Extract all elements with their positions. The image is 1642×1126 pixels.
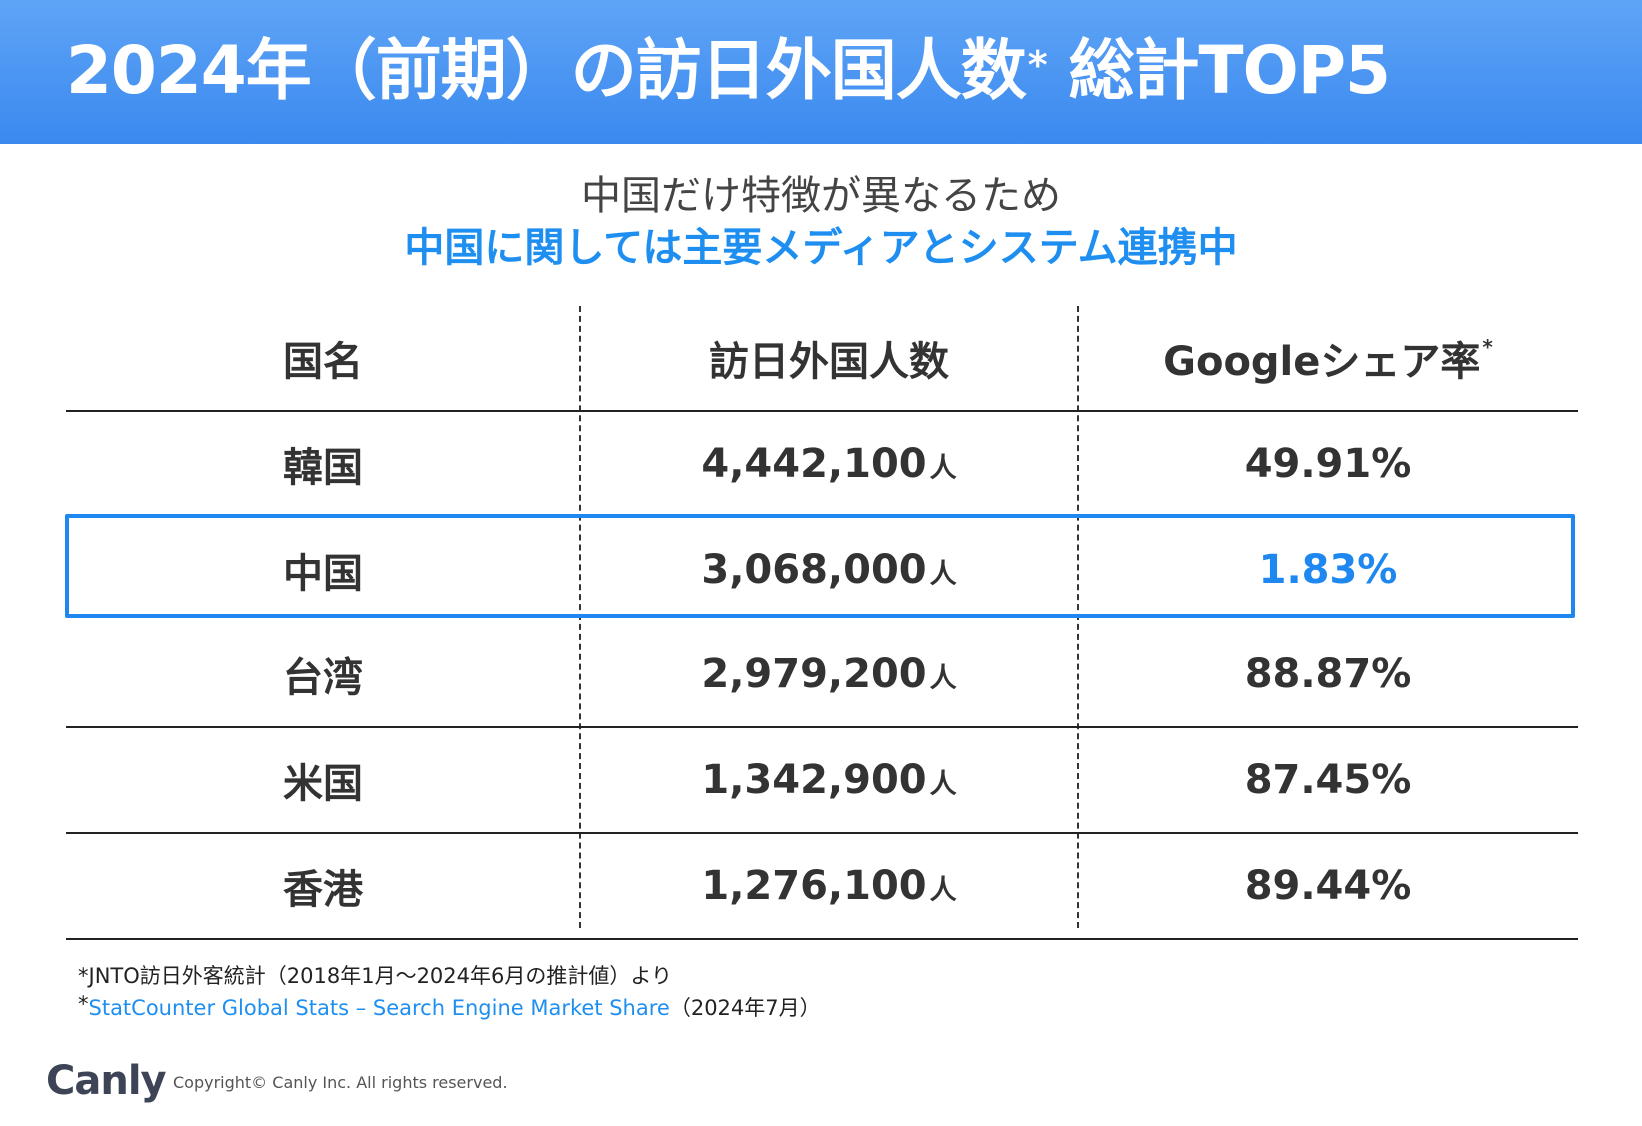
visitors-cell: 3,068,000 人 xyxy=(580,547,1078,593)
visitors-value: 2,979,200 xyxy=(701,651,927,697)
table-row-highlighted: 中国 3,068,000 人 1.83% xyxy=(66,518,1578,622)
visitors-value: 4,442,100 xyxy=(701,441,927,487)
china-row-highlight-frame xyxy=(65,514,1575,618)
subtitle-line1: 中国だけ特徴が異なるため xyxy=(581,173,1061,219)
share-cell: 87.45% xyxy=(1244,757,1412,803)
visitors-value: 3,068,000 xyxy=(701,547,927,593)
copyright-text: Copyright© Canly Inc. All rights reserve… xyxy=(173,1073,508,1092)
table-row: 米国 1,342,900 人 87.45% xyxy=(66,728,1578,834)
column-header-share: Googleシェア率 * xyxy=(1078,329,1578,387)
header-banner: 2024年（前期）の訪日外国人数* 総計TOP5 xyxy=(0,0,1642,144)
column-header-share-mark: * xyxy=(1482,335,1493,359)
visitors-cell: 1,276,100 人 xyxy=(580,863,1078,909)
share-cell-highlighted: 1.83% xyxy=(1258,547,1398,593)
page-title: 2024年（前期）の訪日外国人数* 総計TOP5 xyxy=(66,26,1391,116)
country-cell: 韓国 xyxy=(283,445,363,491)
visitors-unit: 人 xyxy=(929,559,957,590)
page-title-text: 2024年（前期）の訪日外国人数 xyxy=(66,32,1027,109)
visitors-unit: 人 xyxy=(929,875,957,906)
visitors-unit: 人 xyxy=(929,663,957,694)
column-header-visitors: 訪日外国人数 xyxy=(709,339,949,385)
subtitle-line2: 中国に関しては主要メディアとシステム連携中 xyxy=(404,225,1238,271)
visitors-value: 1,342,900 xyxy=(701,757,927,803)
visitors-cell: 2,979,200 人 xyxy=(580,651,1078,697)
page-title-tail: 総計TOP5 xyxy=(1068,32,1391,109)
statcounter-link[interactable]: StatCounter Global Stats – Search Engine… xyxy=(88,996,670,1020)
country-cell: 香港 xyxy=(283,867,363,913)
footnote-jnto: *JNTO訪日外客統計（2018年1月〜2024年6月の推計値）より xyxy=(78,964,672,988)
footnote-mark: * xyxy=(78,992,89,1016)
column-header-country: 国名 xyxy=(283,339,363,385)
visitors-value: 1,276,100 xyxy=(701,863,927,909)
column-header-share-label: Googleシェア率 xyxy=(1163,339,1481,385)
canly-logo: Canly xyxy=(46,1058,167,1104)
share-cell: 89.44% xyxy=(1244,863,1412,909)
table-header-row: 国名 訪日外国人数 Googleシェア率 * xyxy=(66,306,1578,412)
visitors-cell: 1,342,900 人 xyxy=(580,757,1078,803)
visitors-unit: 人 xyxy=(929,769,957,800)
visitors-unit: 人 xyxy=(929,453,957,484)
footnote-date: （2024年7月） xyxy=(669,996,821,1020)
table-row: 韓国 4,442,100 人 49.91% xyxy=(66,412,1578,518)
footnote-statcounter: *StatCounter Global Stats – Search Engin… xyxy=(78,992,821,1022)
visitors-table: 国名 訪日外国人数 Googleシェア率 * 韓国 4,442,100 人 49.9… xyxy=(66,306,1578,940)
country-cell: 中国 xyxy=(283,551,363,597)
country-cell: 米国 xyxy=(283,761,363,807)
share-cell: 49.91% xyxy=(1244,441,1412,487)
visitors-cell: 4,442,100 人 xyxy=(580,441,1078,487)
table-row: 台湾 2,979,200 人 88.87% xyxy=(66,622,1578,728)
page-title-mark: * xyxy=(1027,43,1048,87)
country-cell: 台湾 xyxy=(283,655,363,701)
share-cell: 88.87% xyxy=(1244,651,1412,697)
table-row: 香港 1,276,100 人 89.44% xyxy=(66,834,1578,940)
